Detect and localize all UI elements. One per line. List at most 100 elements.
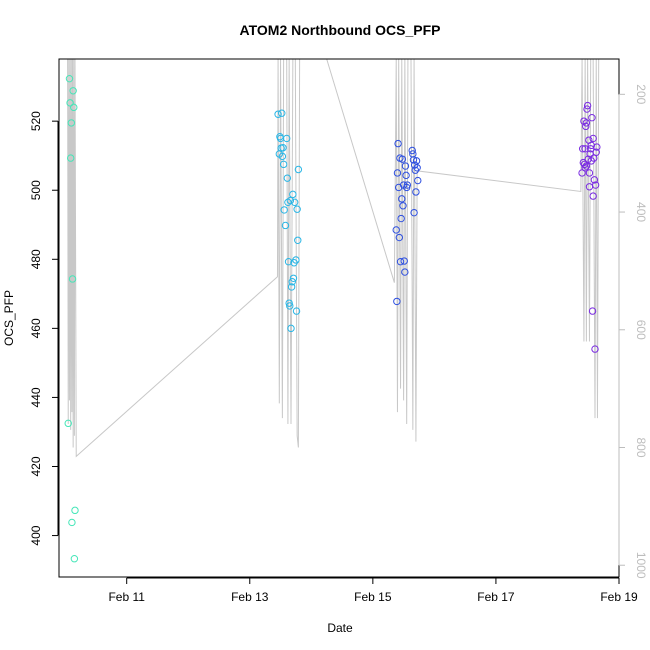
data-point: [397, 214, 405, 223]
data-point: [279, 144, 287, 152]
x-tick-label: Feb 11: [108, 590, 145, 604]
x-tick-label: Feb 13: [231, 590, 269, 604]
data-point: [588, 307, 597, 315]
data-point: [408, 146, 416, 155]
data-point: [409, 156, 418, 164]
data-point: [589, 134, 597, 143]
data-point: [582, 122, 590, 131]
data-point: [414, 176, 422, 185]
data-point: [286, 196, 295, 205]
data-point: [280, 206, 288, 214]
data-point: [71, 506, 79, 515]
data-point: [588, 114, 596, 122]
data-point: [591, 181, 600, 189]
x-axis-label: Date: [327, 621, 353, 635]
data-point: [587, 141, 596, 150]
data-point: [392, 226, 400, 234]
data-point: [589, 192, 597, 200]
data-point: [278, 152, 287, 161]
data-point: [393, 297, 401, 306]
data-point: [402, 171, 410, 180]
y-tick-label: 440: [29, 387, 43, 407]
data-point: [583, 105, 591, 113]
secondary-tick-label: 600: [634, 320, 648, 340]
data-point: [286, 302, 294, 310]
data-point: [67, 119, 76, 127]
data-point: [412, 188, 420, 196]
series-4: [578, 101, 601, 353]
data-point: [290, 198, 299, 207]
data-point: [582, 162, 591, 170]
y-axis-label: OCS_PFP: [2, 290, 16, 346]
data-point: [393, 169, 402, 177]
data-point: [68, 275, 77, 283]
y-tick-label: 460: [29, 318, 43, 338]
data-point: [403, 181, 412, 189]
data-point: [282, 134, 291, 143]
data-point: [401, 268, 409, 276]
y-tick-label: 520: [29, 111, 43, 131]
data-point: [412, 157, 421, 165]
data-point: [281, 221, 290, 230]
data-point: [289, 190, 297, 199]
series-3: [392, 139, 422, 306]
data-point: [410, 208, 418, 217]
data-point: [293, 205, 301, 213]
data-point: [578, 145, 587, 153]
data-point: [585, 169, 594, 177]
data-point: [287, 283, 296, 291]
data-point: [65, 74, 74, 83]
data-point: [292, 256, 300, 264]
data-point: [580, 160, 589, 169]
data-point: [284, 258, 293, 266]
data-point: [591, 345, 599, 353]
data-point: [278, 109, 286, 117]
data-point: [395, 233, 404, 242]
data-point: [70, 555, 79, 563]
secondary-tick-label: 400: [634, 202, 648, 222]
data-point: [581, 164, 589, 172]
chart-title: ATOM2 Northbound OCS_PFP: [240, 22, 441, 38]
data-point: [285, 299, 293, 307]
data-point: [396, 258, 405, 266]
data-point: [581, 145, 589, 153]
x-tick-label: Feb 15: [354, 590, 392, 604]
data-point: [398, 155, 407, 163]
data-point: [70, 103, 78, 112]
secondary-tick-label: 200: [634, 84, 648, 104]
data-point: [400, 257, 408, 265]
data-point: [68, 518, 76, 527]
x-tick-label: Feb 19: [600, 590, 638, 604]
data-point: [294, 236, 302, 245]
y-tick-label: 400: [29, 525, 43, 545]
data-point: [287, 324, 295, 333]
data-point: [279, 160, 288, 169]
data-point: [69, 87, 77, 95]
data-point: [294, 165, 303, 174]
data-point: [274, 110, 282, 118]
data-point: [582, 119, 591, 127]
data-point: [66, 99, 74, 107]
data-point: [590, 176, 599, 184]
y-tick-label: 500: [29, 180, 43, 200]
data-point: [592, 148, 600, 156]
data-point: [66, 154, 75, 162]
data-point: [394, 139, 402, 148]
data-points-layer: [64, 74, 601, 563]
data-point: [289, 274, 298, 282]
y-tick-label: 420: [29, 456, 43, 476]
series-2: [274, 109, 303, 333]
data-point: [288, 278, 296, 286]
data-point: [413, 164, 421, 172]
data-point: [411, 166, 420, 174]
x-tick-label: Feb 17: [477, 590, 515, 604]
y-tick-label: 480: [29, 249, 43, 269]
data-point: [398, 195, 406, 203]
data-point: [583, 101, 592, 110]
data-point: [283, 174, 292, 182]
data-point: [401, 162, 410, 170]
secondary-tick-label: 1000: [634, 552, 648, 579]
